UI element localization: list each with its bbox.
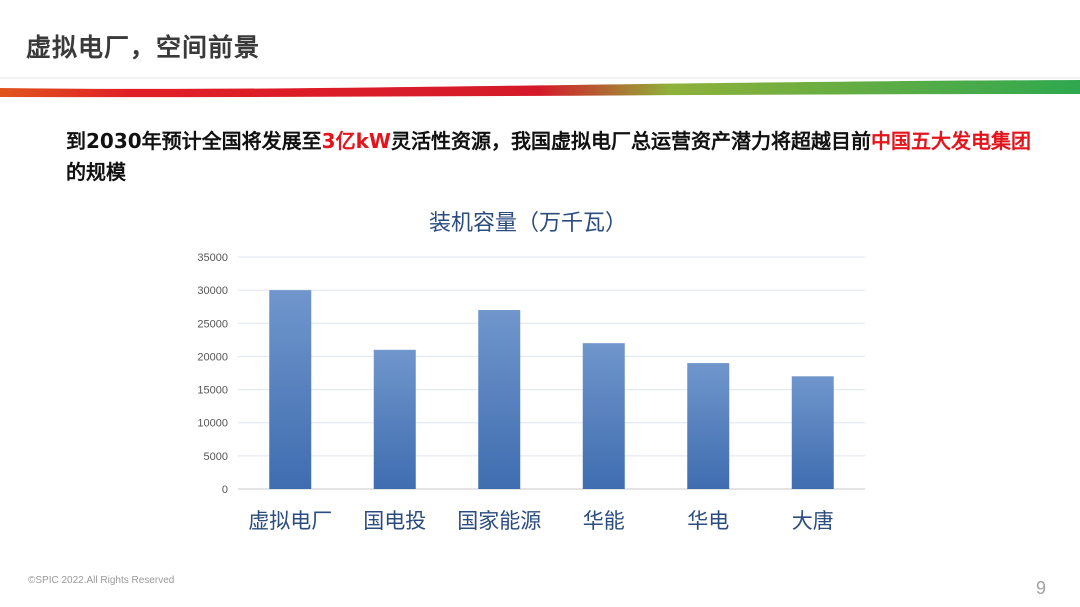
statement-part-1: 到2030年预计全国将发展至 (66, 129, 322, 153)
bar-5 (687, 363, 730, 489)
statement-highlight-capacity: 3亿kW (321, 129, 391, 153)
statement-part-3: 的规模 (66, 160, 126, 184)
x-axis-ticks: 虚拟电厂 国电投 国家能源 华能 华电 大唐 (248, 509, 834, 533)
x-tick-label: 大唐 (792, 509, 834, 533)
y-tick-label: 0 (222, 484, 228, 496)
chart-bars (269, 290, 834, 489)
chart-title: 装机容量（万千瓦） (429, 211, 627, 236)
statement-part-2: 灵活性资源，我国虚拟电厂总运营资产潜力将超越目前 (390, 129, 871, 153)
page-number: 9 (1035, 578, 1046, 598)
y-tick-label: 10000 (197, 418, 228, 430)
y-tick-label: 30000 (197, 285, 228, 297)
y-tick-label: 5000 (204, 451, 228, 463)
x-tick-label: 国电投 (363, 509, 426, 533)
bar-6 (791, 376, 834, 489)
y-tick-label: 15000 (197, 385, 228, 397)
bar-3 (478, 310, 521, 489)
y-axis-ticks: 0 5000 10000 15000 20000 25000 30000 35000 (197, 252, 228, 496)
x-tick-label: 虚拟电厂 (248, 509, 332, 533)
bar-2 (373, 349, 416, 489)
y-tick-label: 35000 (197, 252, 228, 264)
slide-title: 虚拟电厂，空间前景 (26, 33, 261, 62)
statement-highlight-groups: 中国五大发电集团 (870, 129, 1031, 153)
x-tick-label: 华能 (583, 509, 625, 533)
bar-4 (582, 343, 625, 489)
x-tick-label: 华电 (687, 509, 729, 533)
x-tick-label: 国家能源 (457, 509, 541, 533)
header-band (0, 77, 1080, 98)
y-tick-label: 20000 (197, 351, 228, 363)
header-swoosh (0, 80, 1080, 98)
chart-gridlines (238, 256, 865, 490)
bar-1 (269, 290, 312, 489)
copyright-footer: ©SPIC 2022.All Rights Reserved (28, 575, 175, 586)
y-tick-label: 25000 (197, 318, 228, 330)
statement-text: 到2030年预计全国将发展至3亿kW灵活性资源，我国虚拟电厂总运营资产潜力将超越… (66, 126, 1046, 188)
